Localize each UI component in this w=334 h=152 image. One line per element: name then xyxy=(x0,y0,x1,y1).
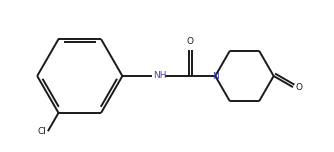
Text: Cl: Cl xyxy=(37,127,46,136)
Text: NH: NH xyxy=(153,71,167,80)
Text: O: O xyxy=(296,83,302,92)
Text: O: O xyxy=(187,37,194,46)
Text: N: N xyxy=(212,72,219,81)
